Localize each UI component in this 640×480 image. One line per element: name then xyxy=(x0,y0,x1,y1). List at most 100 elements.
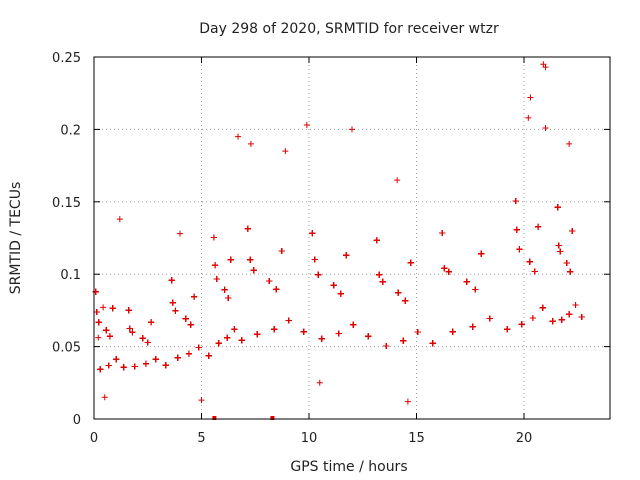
data-point xyxy=(316,379,323,386)
data-point xyxy=(400,337,407,344)
data-point xyxy=(414,329,421,336)
data-point xyxy=(205,352,212,359)
data-point xyxy=(300,328,307,335)
data-point xyxy=(271,326,278,333)
data-points xyxy=(92,61,585,420)
data-point xyxy=(278,248,285,255)
y-tick-label: 0.2 xyxy=(60,123,81,138)
chart-title: Day 298 of 2020, SRMTID for receiver wtz… xyxy=(199,21,499,37)
data-point xyxy=(225,295,232,302)
data-point xyxy=(221,286,228,293)
data-point xyxy=(554,204,561,211)
data-point xyxy=(174,354,181,361)
data-point xyxy=(569,227,576,234)
data-point xyxy=(542,64,549,71)
data-point xyxy=(247,140,254,147)
data-point xyxy=(195,344,202,351)
data-point xyxy=(227,256,234,263)
data-point xyxy=(549,318,556,325)
x-tick-label: 20 xyxy=(516,431,533,446)
data-point xyxy=(177,230,183,237)
data-point xyxy=(126,325,133,332)
data-point xyxy=(513,226,520,233)
data-point xyxy=(191,293,198,300)
data-point xyxy=(463,278,470,285)
data-point xyxy=(567,268,574,275)
x-tick-labels: 0 5 10 15 20 xyxy=(90,431,532,446)
data-point xyxy=(148,319,155,326)
data-point xyxy=(125,307,132,314)
y-tick-label: 0.1 xyxy=(60,268,81,283)
data-point xyxy=(95,319,102,326)
data-point xyxy=(254,331,261,338)
data-point xyxy=(578,314,585,321)
data-point xyxy=(531,268,538,275)
data-point xyxy=(169,299,176,306)
data-point xyxy=(335,330,342,337)
data-point xyxy=(337,290,344,297)
data-point xyxy=(343,252,350,259)
data-point xyxy=(469,323,476,330)
data-point xyxy=(441,265,448,272)
data-point xyxy=(516,246,523,253)
data-point xyxy=(142,360,149,367)
data-point xyxy=(472,286,479,293)
y-axis-label: SRMTID / TECUs xyxy=(8,182,24,295)
data-point xyxy=(198,397,205,404)
data-point xyxy=(235,133,242,140)
data-point xyxy=(129,329,136,336)
data-point xyxy=(379,278,386,285)
data-point xyxy=(224,334,231,341)
data-point xyxy=(525,114,532,121)
data-point xyxy=(109,305,116,312)
data-point xyxy=(282,148,289,155)
data-point xyxy=(318,335,325,342)
data-point xyxy=(100,304,107,311)
data-point xyxy=(566,140,573,147)
data-point xyxy=(273,286,280,293)
data-point xyxy=(106,333,113,340)
data-point xyxy=(168,277,175,284)
data-point xyxy=(558,316,565,323)
data-point xyxy=(93,308,100,315)
data-point xyxy=(95,334,102,341)
data-point xyxy=(116,216,123,223)
data-point xyxy=(182,315,189,322)
y-tick-labels: 0 0.05 0.1 0.15 0.2 0.25 xyxy=(52,51,81,428)
data-point xyxy=(395,289,402,296)
data-point xyxy=(512,197,519,204)
x-tick-label: 5 xyxy=(197,431,205,446)
data-point xyxy=(113,356,120,363)
data-point xyxy=(407,259,414,266)
data-point xyxy=(429,340,436,347)
data-point xyxy=(330,282,337,289)
data-point xyxy=(152,356,159,363)
data-point xyxy=(383,343,390,350)
data-point xyxy=(526,258,533,265)
data-point xyxy=(445,268,452,275)
data-point xyxy=(185,350,192,357)
data-point xyxy=(566,311,573,318)
data-point xyxy=(376,271,383,278)
gap-marker xyxy=(212,416,217,420)
data-point xyxy=(529,315,536,322)
y-tick-label: 0.25 xyxy=(52,51,81,66)
data-point xyxy=(285,317,292,324)
data-point xyxy=(535,223,542,230)
data-point xyxy=(563,259,570,266)
data-point xyxy=(572,302,579,308)
data-point xyxy=(350,321,357,328)
data-point xyxy=(213,276,220,283)
data-point xyxy=(311,256,318,263)
data-point xyxy=(131,363,138,370)
data-point xyxy=(210,234,217,241)
data-point xyxy=(247,256,254,263)
data-point xyxy=(172,307,179,314)
data-point xyxy=(527,94,534,101)
data-point xyxy=(139,335,146,342)
data-point xyxy=(439,229,446,236)
data-point xyxy=(518,321,525,328)
x-tick-label: 15 xyxy=(408,431,425,446)
data-point xyxy=(238,337,245,344)
x-axis-label: GPS time / hours xyxy=(290,459,407,475)
